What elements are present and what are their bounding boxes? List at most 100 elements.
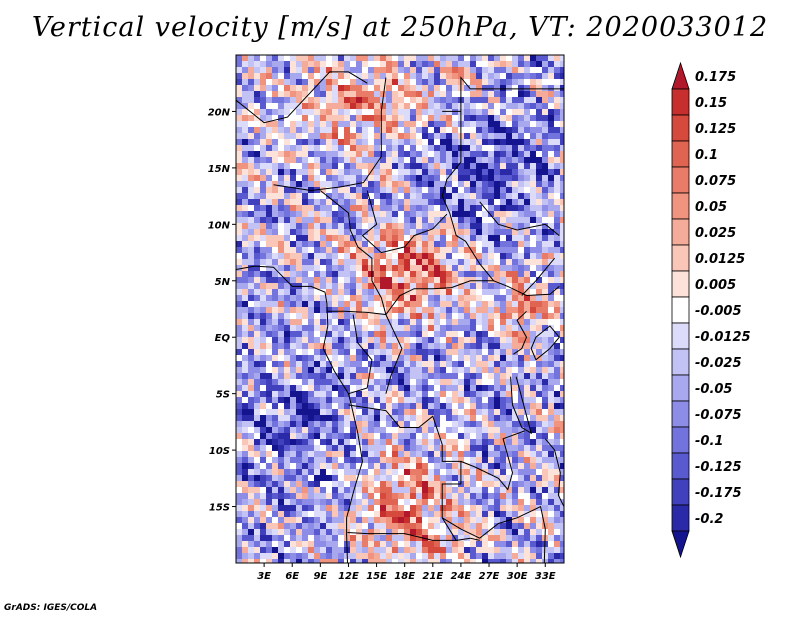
velocity-cell (524, 295, 531, 302)
velocity-cell (314, 169, 321, 176)
velocity-cell (374, 151, 381, 158)
velocity-cell (344, 205, 351, 212)
velocity-cell (356, 211, 363, 218)
velocity-cell (416, 133, 423, 140)
velocity-cell (494, 121, 501, 128)
velocity-cell (416, 541, 423, 548)
velocity-cell (434, 463, 441, 470)
velocity-cell (266, 385, 273, 392)
velocity-cell (332, 235, 339, 242)
velocity-cell (506, 337, 513, 344)
velocity-cell (260, 241, 267, 248)
velocity-cell (404, 211, 411, 218)
velocity-cell (482, 373, 489, 380)
velocity-cell (332, 475, 339, 482)
velocity-cell (488, 343, 495, 350)
velocity-cell (254, 169, 261, 176)
velocity-cell (302, 223, 309, 230)
velocity-cell (482, 427, 489, 434)
velocity-cell (488, 469, 495, 476)
velocity-cell (374, 337, 381, 344)
x-tick-label: 3E (257, 571, 271, 582)
velocity-cell (302, 487, 309, 494)
velocity-cell (374, 433, 381, 440)
velocity-cell (248, 175, 255, 182)
velocity-cell (290, 421, 297, 428)
velocity-cell (554, 211, 561, 218)
velocity-cell (302, 529, 309, 536)
velocity-cell (296, 499, 303, 506)
velocity-cell (392, 181, 399, 188)
velocity-cell (314, 139, 321, 146)
velocity-cell (302, 97, 309, 104)
velocity-cell (554, 421, 561, 428)
velocity-cell (554, 397, 561, 404)
velocity-cell (452, 127, 459, 134)
velocity-cell (374, 217, 381, 224)
velocity-cell (398, 235, 405, 242)
velocity-cell (548, 133, 555, 140)
velocity-cell (440, 79, 447, 86)
velocity-cell (272, 163, 279, 170)
velocity-cell (368, 457, 375, 464)
velocity-cell (452, 445, 459, 452)
velocity-cell (344, 301, 351, 308)
velocity-cell (368, 73, 375, 80)
velocity-cell (410, 259, 417, 266)
velocity-cell (302, 559, 309, 563)
velocity-cell (410, 109, 417, 116)
velocity-cell (254, 403, 261, 410)
velocity-cell (332, 223, 339, 230)
velocity-cell (524, 73, 531, 80)
velocity-cell (548, 421, 555, 428)
velocity-cell (296, 427, 303, 434)
velocity-cell (560, 163, 564, 170)
velocity-cell (374, 523, 381, 530)
velocity-cell (536, 109, 543, 116)
velocity-cell (548, 457, 555, 464)
velocity-cell (464, 523, 471, 530)
velocity-cell (308, 481, 315, 488)
velocity-cell (482, 115, 489, 122)
velocity-cell (314, 541, 321, 548)
velocity-cell (482, 439, 489, 446)
velocity-cell (362, 379, 369, 386)
velocity-cell (326, 187, 333, 194)
velocity-cell (308, 541, 315, 548)
velocity-cell (386, 73, 393, 80)
velocity-cell (422, 391, 429, 398)
velocity-cell (350, 199, 357, 206)
velocity-cell (488, 511, 495, 518)
velocity-cell (272, 481, 279, 488)
velocity-cell (380, 547, 387, 554)
velocity-cell (272, 169, 279, 176)
velocity-cell (266, 559, 273, 563)
velocity-cell (560, 325, 564, 332)
velocity-cell (416, 295, 423, 302)
velocity-cell (386, 127, 393, 134)
velocity-cell (374, 505, 381, 512)
velocity-cell (320, 259, 327, 266)
velocity-cell (320, 553, 327, 560)
velocity-cell (326, 475, 333, 482)
velocity-cell (500, 301, 507, 308)
velocity-cell (278, 511, 285, 518)
velocity-cell (446, 187, 453, 194)
velocity-cell (428, 373, 435, 380)
velocity-cell (482, 319, 489, 326)
velocity-cell (368, 67, 375, 74)
velocity-cell (308, 559, 315, 563)
velocity-cell (284, 205, 291, 212)
velocity-cell (308, 109, 315, 116)
velocity-cell (458, 559, 465, 563)
velocity-cell (416, 73, 423, 80)
velocity-cell (512, 451, 519, 458)
velocity-cell (374, 205, 381, 212)
velocity-cell (356, 325, 363, 332)
velocity-cell (236, 463, 243, 470)
velocity-cell (404, 199, 411, 206)
velocity-cell (242, 319, 249, 326)
velocity-cell (236, 361, 243, 368)
velocity-cell (338, 355, 345, 362)
velocity-cell (260, 97, 267, 104)
